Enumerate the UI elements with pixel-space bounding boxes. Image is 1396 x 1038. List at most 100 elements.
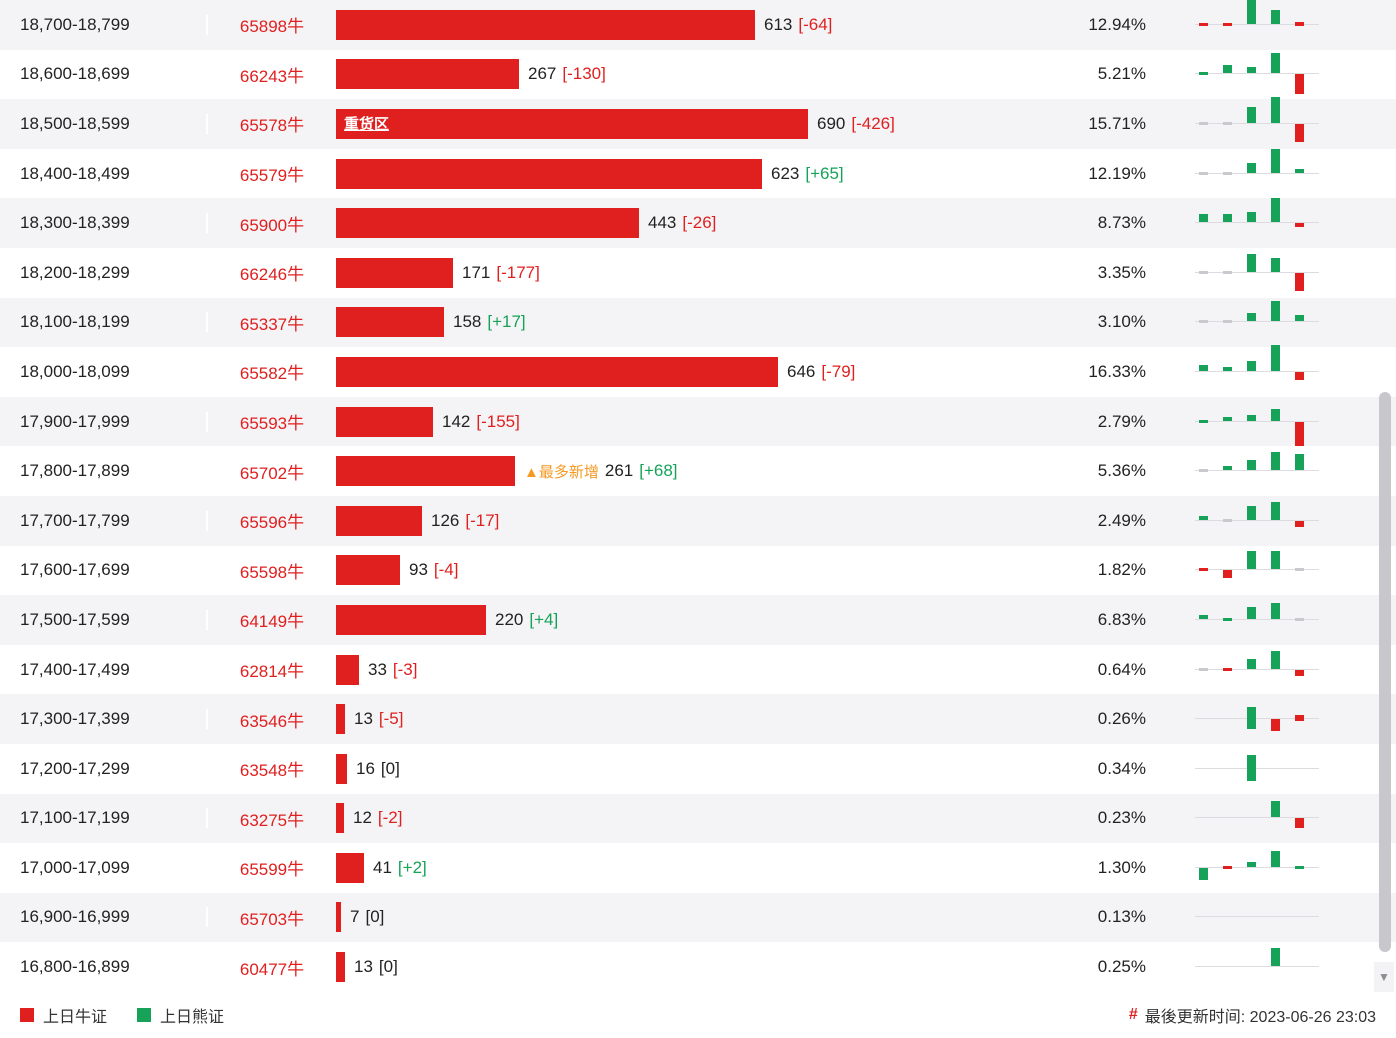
percent-of-total: 0.13% bbox=[1097, 907, 1146, 927]
cbbc-code-link[interactable]: 66246牛 bbox=[239, 265, 305, 285]
table-row[interactable]: 17,600-17,699 65598牛 93 [-4] 1.82% bbox=[0, 545, 1396, 596]
cbbc-code-link[interactable]: 65598牛 bbox=[239, 562, 305, 582]
bar-value-group: 142 [-155] bbox=[442, 412, 520, 432]
bar-change: [-3] bbox=[392, 659, 418, 679]
table-row[interactable]: 17,900-17,999 65593牛 142 [-155] 2.79% bbox=[0, 396, 1396, 447]
cbbc-code-link[interactable]: 65582牛 bbox=[239, 364, 305, 384]
table-row[interactable]: 17,800-17,899 65702牛 ▲最多新增 261 [+68] 5.3… bbox=[0, 446, 1396, 496]
cbbc-code-link[interactable]: 64149牛 bbox=[239, 612, 305, 632]
history-sparkline bbox=[1195, 251, 1319, 295]
price-range: 18,000-18,099 bbox=[0, 361, 208, 382]
cbbc-code-link[interactable]: 65337牛 bbox=[239, 314, 305, 334]
spark-bar bbox=[1271, 650, 1280, 669]
cbbc-code-link[interactable]: 65579牛 bbox=[239, 166, 305, 186]
price-range: 17,800-17,899 bbox=[0, 461, 208, 482]
table-row[interactable]: 17,500-17,599 64149牛 220 [+4] 6.83% bbox=[0, 595, 1396, 645]
scroll-down-arrow-icon[interactable]: ▼ bbox=[1374, 962, 1394, 992]
bar-value: 126 bbox=[431, 510, 460, 530]
table-row[interactable]: 17,400-17,499 62814牛 33 [-3] 0.64% bbox=[0, 644, 1396, 695]
history-sparkline bbox=[1195, 747, 1319, 791]
cbbc-code-link[interactable]: 65898牛 bbox=[239, 17, 305, 37]
cbbc-code-link[interactable]: 66243牛 bbox=[239, 66, 305, 86]
history-sparkline bbox=[1195, 697, 1319, 741]
cbbc-code-link[interactable]: 63548牛 bbox=[239, 761, 305, 781]
bar-change: [0] bbox=[378, 957, 398, 977]
heavy-zone-label: 重货区 bbox=[344, 116, 390, 134]
table-row[interactable]: 17,300-17,399 63546牛 13 [-5] 0.26% bbox=[0, 694, 1396, 744]
spark-bar bbox=[1199, 22, 1208, 26]
bar-change: [0] bbox=[380, 758, 400, 778]
bar-value: 93 bbox=[409, 560, 428, 580]
cbbc-code-link[interactable]: 65596牛 bbox=[239, 513, 305, 533]
price-range: 17,000-17,099 bbox=[0, 857, 208, 878]
bar-change: [-130] bbox=[562, 64, 606, 84]
spark-bar bbox=[1271, 198, 1280, 223]
table-row[interactable]: 18,000-18,099 65582牛 646 [-79] 16.33% bbox=[0, 344, 1396, 397]
spark-bar bbox=[1295, 715, 1304, 722]
spark-bar bbox=[1247, 551, 1256, 570]
spark-bar bbox=[1271, 301, 1280, 322]
bar-value-group: 613 [-64] bbox=[764, 15, 832, 35]
cbbc-code-link[interactable]: 63275牛 bbox=[239, 810, 305, 830]
table-row[interactable]: 18,100-18,199 65337牛 158 [+17] 3.10% bbox=[0, 297, 1396, 348]
cbbc-code-link[interactable]: 65702牛 bbox=[239, 463, 305, 483]
spark-bar bbox=[1271, 53, 1280, 74]
cbbc-code-link[interactable]: 65599牛 bbox=[239, 860, 305, 880]
table-row[interactable]: 17,700-17,799 65596牛 126 [-17] 2.49% bbox=[0, 495, 1396, 546]
bar-cell: 13 [0] bbox=[336, 952, 1026, 983]
spark-bar bbox=[1223, 865, 1232, 869]
price-range: 18,600-18,699 bbox=[0, 64, 208, 85]
bar-value: 13 bbox=[354, 957, 373, 977]
table-row[interactable]: 17,000-17,099 65599牛 41 [+2] 1.30% bbox=[0, 843, 1396, 893]
spark-bar bbox=[1199, 320, 1208, 324]
spark-bar bbox=[1199, 270, 1208, 274]
cbbc-code-link[interactable]: 60477牛 bbox=[239, 959, 305, 979]
table-row[interactable]: 17,100-17,199 63275牛 12 [-2] 0.23% bbox=[0, 793, 1396, 844]
spark-bar bbox=[1223, 121, 1232, 125]
table-row[interactable]: 18,600-18,699 66243牛 267 [-130] 5.21% bbox=[0, 49, 1396, 100]
table-row[interactable]: 18,300-18,399 65900牛 443 [-26] 8.73% bbox=[0, 198, 1396, 248]
table-row[interactable]: 18,500-18,599 65578牛 重货区 690 [-426] 15.7… bbox=[0, 96, 1396, 149]
history-sparkline bbox=[1195, 52, 1319, 96]
cbbc-code-link[interactable]: 65593牛 bbox=[239, 414, 305, 434]
table-row[interactable]: 18,700-18,799 65898牛 613 [-64] 12.94% bbox=[0, 0, 1396, 50]
table-row[interactable]: 18,200-18,299 66246牛 171 [-177] 3.35% bbox=[0, 247, 1396, 298]
cbbc-code-link[interactable]: 65703牛 bbox=[239, 909, 305, 929]
hash-icon: # bbox=[1128, 1006, 1138, 1023]
table-row[interactable]: 17,200-17,299 63548牛 16 [0] 0.34% bbox=[0, 743, 1396, 794]
spark-bar bbox=[1199, 121, 1208, 125]
spark-bar bbox=[1295, 669, 1304, 676]
percent-of-total: 0.64% bbox=[1097, 659, 1146, 679]
bar-change: [+2] bbox=[397, 857, 427, 877]
cbbc-distribution-table: 18,700-18,799 65898牛 613 [-64] 12.94% 18… bbox=[0, 0, 1396, 992]
volume-bar bbox=[336, 654, 359, 685]
spark-bar bbox=[1271, 344, 1280, 371]
cbbc-code-link[interactable]: 63546牛 bbox=[239, 711, 305, 731]
bar-cell: 7 [0] bbox=[336, 902, 1026, 933]
price-range: 18,500-18,599 bbox=[0, 113, 208, 134]
cbbc-code-link[interactable]: 62814牛 bbox=[239, 662, 305, 682]
spark-bar bbox=[1223, 518, 1232, 522]
bar-value: 7 bbox=[350, 907, 360, 927]
volume-bar: 重货区 bbox=[336, 108, 808, 139]
bar-value: 220 bbox=[495, 609, 524, 629]
scrollbar-track[interactable]: ▼ bbox=[1372, 0, 1396, 992]
table-row[interactable]: 18,400-18,499 65579牛 623 [+65] 12.19% bbox=[0, 148, 1396, 199]
spark-bar bbox=[1247, 67, 1256, 74]
spark-bar bbox=[1223, 270, 1232, 274]
table-row[interactable]: 16,800-16,899 60477牛 13 [0] 0.25% bbox=[0, 942, 1396, 992]
cbbc-code-link[interactable]: 65900牛 bbox=[239, 215, 305, 235]
spark-bar bbox=[1295, 421, 1304, 446]
spark-bar bbox=[1247, 0, 1256, 24]
table-row[interactable]: 16,900-16,999 65703牛 7 [0] 0.13% bbox=[0, 892, 1396, 943]
bar-change: [-155] bbox=[476, 411, 520, 431]
scrollbar-thumb[interactable] bbox=[1379, 392, 1391, 952]
bar-change: [-426] bbox=[851, 113, 895, 133]
percent-of-total: 12.94% bbox=[1088, 14, 1146, 34]
price-range: 17,500-17,599 bbox=[0, 609, 208, 630]
history-sparkline bbox=[1195, 648, 1319, 692]
footer-legend: 上日牛证 上日熊证 # 最後更新时间: 2023-06-26 23:03 bbox=[0, 992, 1396, 1038]
spark-bar bbox=[1223, 65, 1232, 74]
history-sparkline bbox=[1195, 198, 1319, 245]
cbbc-code-link[interactable]: 65578牛 bbox=[239, 116, 305, 136]
